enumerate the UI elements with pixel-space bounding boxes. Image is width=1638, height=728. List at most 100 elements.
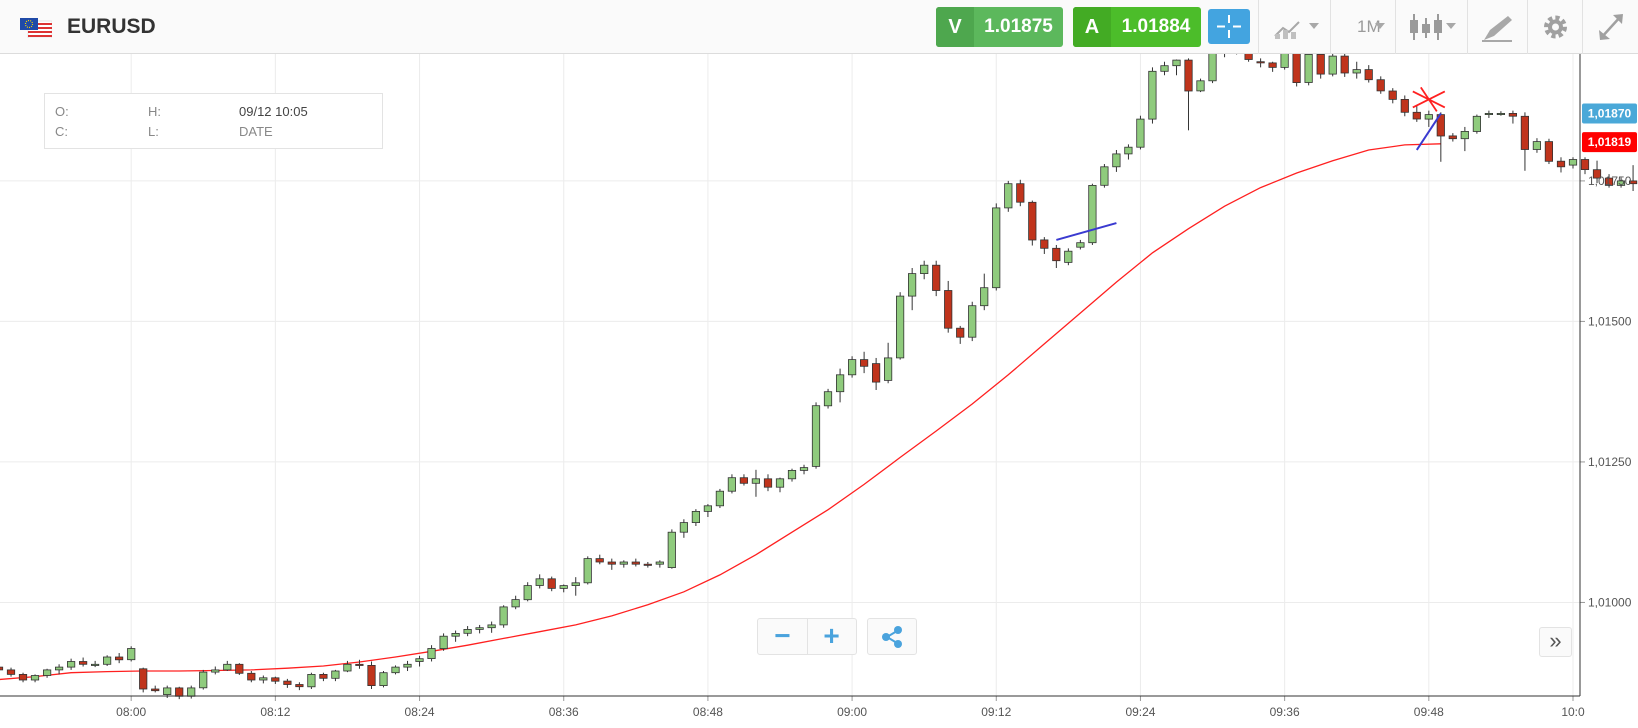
candle-style-button[interactable] [1395, 0, 1467, 54]
candle-bullish [403, 660, 412, 672]
candle-body [55, 666, 64, 671]
candle-body [1316, 54, 1325, 75]
candle-body [1280, 54, 1289, 68]
candle-bearish [355, 659, 364, 669]
candle-bearish [643, 561, 652, 568]
symbol-title: EURUSD [67, 15, 156, 38]
candle-bullish [1328, 54, 1337, 77]
price-tag-label: 1,01870 [1588, 106, 1632, 120]
candle-bullish [992, 203, 1001, 291]
fullscreen-button[interactable] [1582, 0, 1638, 54]
chart-type-button[interactable] [1258, 0, 1330, 54]
price-tag: 1,01870 [1582, 103, 1637, 124]
candle-body [1400, 99, 1409, 113]
candle-body [667, 531, 676, 569]
candle-body [139, 668, 148, 690]
candle-bullish [523, 582, 532, 602]
candle-bullish [920, 260, 929, 280]
candle-body [43, 669, 52, 676]
candle-bullish [691, 509, 701, 527]
candle-bullish [343, 660, 352, 673]
candle-body [1136, 118, 1145, 148]
candle-body [968, 305, 977, 338]
candle-bearish [1592, 160, 1602, 184]
drawings-layer [1056, 86, 1446, 241]
candle-bullish [1208, 54, 1217, 84]
candle-bullish [1424, 110, 1433, 127]
candle-bearish [932, 260, 941, 297]
candle-body [403, 663, 412, 668]
candle-bearish [1556, 157, 1566, 173]
candle-body [18, 674, 28, 681]
candle-bearish [595, 554, 604, 565]
candle-bullish [379, 671, 388, 688]
candle-bullish [1196, 78, 1205, 93]
sell-price-button[interactable]: V 1.01875 [936, 7, 1063, 47]
candle-bullish [751, 469, 761, 497]
zoom-in-button[interactable]: + [823, 620, 840, 651]
candle-body [775, 478, 785, 488]
candle-body [1112, 153, 1121, 168]
settings-button[interactable] [1527, 0, 1582, 54]
draw-tools-button[interactable] [1467, 0, 1527, 54]
candlestick-chart[interactable]: 1,01750 1,01500 1,01250 1,01000 1,01870 1,018… [0, 54, 1638, 728]
candle-bearish [283, 678, 292, 688]
candle-body [956, 327, 965, 338]
share-button[interactable] [867, 618, 917, 655]
y-tick-label: 1,01000 [1588, 595, 1632, 609]
cross-stroke [1420, 86, 1438, 112]
candle-bullish [439, 633, 448, 651]
candle-body [247, 672, 256, 681]
x-tick-label: 08:00 [116, 705, 146, 719]
candle-body [307, 674, 316, 688]
candle-body [1088, 184, 1097, 244]
candle-body [860, 359, 869, 367]
candle-body [932, 264, 941, 291]
candle-body [151, 688, 160, 692]
candle-bullish [1160, 61, 1169, 76]
zoom-out-button[interactable]: − [758, 619, 808, 654]
candle-bearish [1376, 76, 1385, 94]
candle-body [535, 578, 544, 586]
candle-body [703, 505, 713, 512]
candle-bullish [55, 664, 64, 675]
candle-body [1424, 114, 1433, 120]
candle-bullish [1304, 54, 1313, 86]
candle-body [1532, 141, 1541, 150]
candle-bearish [1028, 200, 1037, 246]
x-tick-label: 09:36 [1270, 705, 1300, 719]
x-tick-label: 09:00 [837, 705, 867, 719]
candle-body [583, 558, 592, 584]
candle-bullish [211, 666, 220, 675]
candle-bullish [1136, 115, 1145, 150]
x-tick-label: 09:12 [981, 705, 1011, 719]
price-axis: 1,01750 1,01500 1,01250 1,01000 1,01870 1,018… [1579, 54, 1637, 696]
candle-bullish [259, 675, 268, 684]
x-tick-label: 08:48 [693, 705, 723, 719]
candle-body [559, 585, 568, 589]
candle-bullish [223, 660, 232, 672]
candle-bullish [1616, 177, 1626, 188]
candle-bearish [235, 663, 244, 675]
scroll-to-end-button[interactable]: » [1539, 627, 1572, 657]
candle-bearish [175, 686, 184, 700]
candle-bullish [836, 368, 845, 403]
candle-body [235, 663, 244, 674]
buy-price-button[interactable]: A 1.01884 [1073, 7, 1201, 47]
candle-body [1484, 113, 1493, 116]
candle-body [1328, 55, 1337, 75]
candle-bullish [91, 660, 100, 668]
candle-bearish [0, 666, 4, 671]
candle-body [271, 677, 280, 682]
candle-bearish [1256, 58, 1265, 68]
candle-body [1364, 69, 1373, 81]
moving-average-line [0, 143, 1441, 681]
candle-bullish [727, 474, 737, 494]
candle-body [1508, 113, 1517, 117]
candle-bullish [1172, 59, 1181, 76]
timeframe-button[interactable]: 1M [1330, 0, 1395, 54]
crosshair-button[interactable] [1208, 9, 1250, 44]
candle-body [475, 627, 484, 630]
y-tick-label: 1,01500 [1588, 314, 1632, 328]
candle-body [103, 656, 112, 665]
